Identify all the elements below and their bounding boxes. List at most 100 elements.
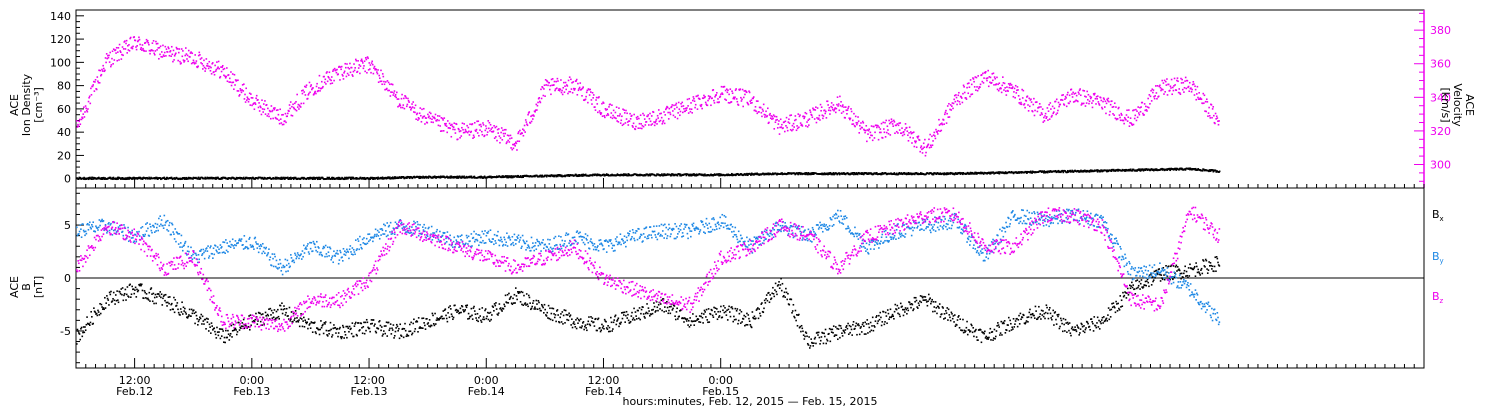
density-point (1169, 169, 1172, 172)
velocity-point (160, 51, 163, 53)
velocity-point (291, 105, 293, 108)
velocity-point (1041, 108, 1044, 110)
density-point (286, 176, 289, 179)
bx-point (183, 310, 185, 312)
density-point (536, 174, 538, 177)
density-point (1024, 171, 1026, 174)
velocity-point (1123, 116, 1126, 119)
velocity-point (441, 117, 444, 120)
bx-point (391, 329, 394, 331)
bx-point (452, 318, 454, 321)
velocity-point (1136, 116, 1139, 119)
density-point (871, 172, 873, 175)
density-point (1124, 169, 1126, 171)
velocity-point (388, 83, 391, 86)
density-point (692, 174, 694, 176)
velocity-point (409, 106, 412, 108)
bx-point (242, 325, 244, 328)
velocity-point (269, 110, 272, 113)
density-point (847, 172, 849, 175)
velocity-point (288, 104, 291, 106)
velocity-point (725, 88, 728, 90)
velocity-point (758, 111, 760, 113)
velocity-point (775, 119, 777, 121)
velocity-point (1095, 95, 1098, 98)
velocity-point (622, 108, 624, 111)
density-point (381, 176, 384, 179)
velocity-point (992, 72, 995, 75)
velocity-point (1123, 122, 1125, 125)
density-point (693, 174, 696, 177)
velocity-point (411, 106, 414, 108)
density-point (905, 172, 907, 175)
velocity-point (637, 127, 640, 130)
velocity-point (946, 105, 949, 107)
bx-point (432, 323, 435, 325)
velocity-point (941, 123, 944, 126)
velocity-point (366, 71, 368, 74)
velocity-point (832, 104, 835, 106)
density-point (1066, 169, 1069, 172)
velocity-point (747, 102, 749, 105)
velocity-point (870, 125, 873, 127)
velocity-point (611, 104, 613, 106)
velocity-point (476, 120, 478, 123)
velocity-point (400, 97, 403, 100)
velocity-point (391, 91, 393, 94)
bx-point (123, 294, 125, 297)
density-point (351, 177, 354, 180)
velocity-point (1021, 97, 1024, 99)
velocity-point (237, 79, 239, 82)
bx-point (289, 319, 291, 322)
velocity-point (111, 50, 114, 53)
bx-point (365, 318, 368, 321)
density-point (811, 173, 814, 176)
velocity-point (885, 131, 888, 134)
velocity-point (1132, 123, 1135, 126)
velocity-point (869, 131, 872, 134)
bx-point (488, 312, 490, 314)
velocity-point (81, 117, 84, 120)
velocity-point (94, 81, 96, 83)
velocity-point (820, 109, 822, 112)
velocity-point (694, 103, 697, 106)
velocity-point (949, 104, 952, 106)
bx-point (348, 330, 350, 333)
velocity-point (566, 85, 569, 87)
density-point (960, 173, 962, 175)
bx-point (421, 317, 423, 320)
velocity-point (585, 95, 587, 98)
density-point (134, 177, 136, 179)
velocity-point (353, 69, 356, 72)
velocity-point (615, 117, 617, 120)
velocity-point (1200, 98, 1203, 101)
velocity-point (1011, 86, 1014, 88)
density-point (394, 177, 397, 180)
velocity-point (791, 124, 794, 127)
velocity-point (1165, 84, 1168, 86)
bx-point (112, 291, 115, 294)
density-point (555, 175, 558, 178)
velocity-point (119, 50, 121, 52)
velocity-point (798, 126, 800, 129)
density-point (975, 171, 978, 174)
bx-point (196, 318, 198, 320)
density-point (690, 173, 693, 176)
velocity-point (1211, 108, 1214, 110)
bx-point (389, 323, 392, 325)
bx-point (408, 330, 410, 333)
density-point (875, 172, 878, 175)
velocity-point (506, 134, 509, 137)
velocity-point (403, 107, 406, 110)
velocity-point (517, 131, 520, 133)
velocity-point (1051, 105, 1054, 108)
velocity-point (1118, 106, 1120, 109)
velocity-point (1151, 88, 1154, 91)
velocity-point (1007, 90, 1009, 92)
bx-point (239, 326, 242, 329)
velocity-point (1079, 88, 1081, 90)
velocity-point (908, 132, 910, 134)
bx-point (268, 308, 270, 311)
velocity-point (554, 89, 556, 92)
velocity-point (515, 142, 518, 145)
